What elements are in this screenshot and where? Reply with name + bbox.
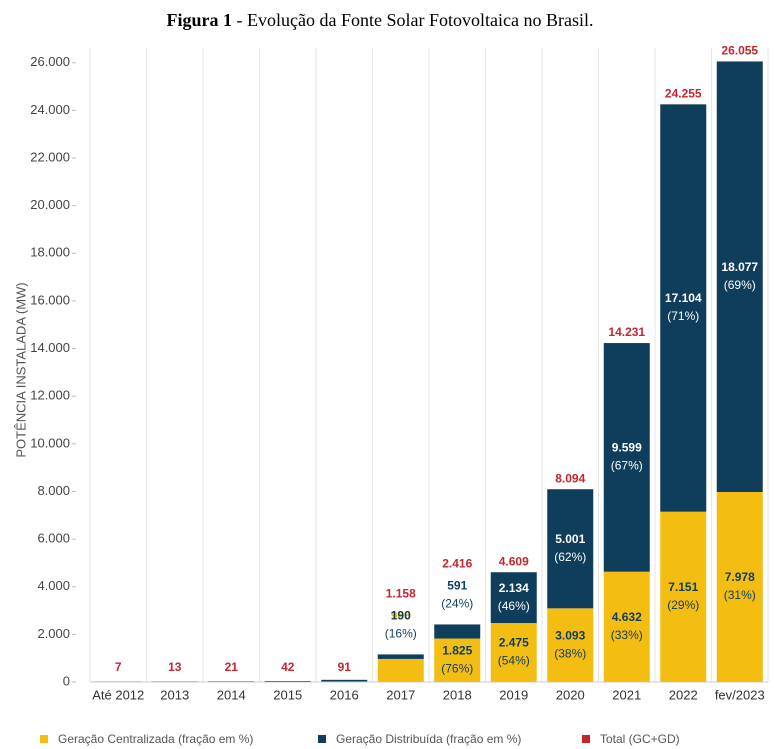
total-label: 91 (338, 660, 352, 674)
legend-swatch (318, 735, 326, 743)
y-tick-label: 6.000 (37, 531, 70, 546)
segment-label: 2.475 (499, 636, 529, 650)
segment-label: 4.632 (612, 610, 642, 624)
x-tick-label: 2015 (273, 687, 302, 702)
total-label: 4.609 (499, 554, 529, 568)
bar-segment (603, 571, 650, 682)
total-label: 1.158 (386, 587, 416, 601)
y-tick-label: 22.000 (30, 149, 70, 164)
percent-label: (31%) (724, 588, 756, 602)
y-tick-label: 16.000 (30, 292, 70, 307)
chart-title: Figura 1 - Evolução da Fonte Solar Fotov… (167, 10, 594, 30)
segment-label: 7.978 (725, 570, 755, 584)
segment-label: 9.599 (612, 441, 642, 455)
legend-label: Geração Distribuída (fração em %) (336, 732, 521, 746)
total-label: 24.255 (665, 86, 702, 100)
percent-label: (76%) (441, 661, 473, 675)
legend-swatch (40, 735, 48, 743)
segment-label: 5.001 (555, 532, 585, 546)
y-tick-label: 26.000 (30, 54, 70, 69)
x-tick-label: 2018 (443, 687, 472, 702)
percent-label: (29%) (667, 598, 699, 612)
x-tick-label: fev/2023 (715, 687, 765, 702)
segment-label: 18.077 (721, 260, 758, 274)
segment-label: 2.134 (499, 581, 529, 595)
x-tick-label: 2016 (330, 687, 359, 702)
x-tick-label: 2013 (160, 687, 189, 702)
y-tick-label: 12.000 (30, 388, 70, 403)
bar-segment (321, 681, 368, 682)
total-label: 21 (225, 660, 239, 674)
x-tick-label: 2019 (499, 687, 528, 702)
percent-label: (71%) (667, 309, 699, 323)
bar-segment (660, 511, 707, 682)
legend-label: Geração Centralizada (fração em %) (58, 732, 253, 746)
total-label: 14.231 (608, 325, 645, 339)
bar-segment (716, 491, 763, 682)
total-label: 26.055 (721, 44, 758, 58)
percent-label: (38%) (554, 646, 586, 660)
segment-label: 190 (391, 609, 411, 623)
y-tick-label: 24.000 (30, 102, 70, 117)
segment-label: 591 (447, 579, 467, 593)
bar-segment (547, 489, 594, 609)
x-tick-label: Até 2012 (92, 687, 144, 702)
y-axis-label: POTÊNCIA INSTALADA (MW) (13, 282, 28, 457)
legend-swatch (582, 735, 590, 743)
title-text: - Evolução da Fonte Solar Fotovoltaica n… (237, 10, 594, 30)
percent-label: (54%) (498, 654, 530, 668)
total-label: 42 (281, 660, 295, 674)
y-tick-label: 0 (63, 673, 70, 688)
x-tick-label: 2017 (386, 687, 415, 702)
y-tick-label: 14.000 (30, 340, 70, 355)
total-label: 13 (168, 660, 182, 674)
x-tick-label: 2022 (669, 687, 698, 702)
total-label: 7 (115, 660, 122, 674)
percent-label: (46%) (498, 599, 530, 613)
segment-label: 3.093 (555, 628, 585, 642)
bar-segment (660, 104, 707, 512)
title-label: Figura 1 (167, 10, 233, 30)
segment-label: 17.104 (665, 291, 702, 305)
percent-label: (67%) (611, 459, 643, 473)
total-label: 8.094 (555, 471, 585, 485)
percent-label: (62%) (554, 550, 586, 564)
segment-label: 7.151 (668, 580, 698, 594)
x-tick-label: 2014 (217, 687, 246, 702)
x-tick-label: 2021 (612, 687, 641, 702)
percent-label: (16%) (385, 627, 417, 641)
bar-segment (490, 623, 537, 682)
bar-segment (434, 638, 481, 682)
y-tick-label: 8.000 (37, 483, 70, 498)
bar-segment (377, 658, 424, 682)
bar-segment (377, 654, 424, 659)
y-tick-label: 20.000 (30, 197, 70, 212)
percent-label: (33%) (611, 628, 643, 642)
y-tick-label: 2.000 (37, 626, 70, 641)
y-tick-label: 10.000 (30, 435, 70, 450)
y-tick-label: 4.000 (37, 578, 70, 593)
bar-segment (547, 608, 594, 682)
bar-segment (264, 680, 311, 682)
bar-segment (434, 624, 481, 639)
legend-label: Total (GC+GD) (600, 732, 680, 746)
bar-segment (603, 343, 650, 572)
segment-label: 968 (391, 609, 411, 623)
bar-segment (490, 572, 537, 624)
percent-label: (24%) (441, 597, 473, 611)
bar-segment (716, 61, 763, 492)
bar-segment (321, 679, 368, 682)
total-label: 2.416 (442, 557, 472, 571)
x-tick-label: 2020 (556, 687, 585, 702)
segment-label: 1.825 (442, 643, 472, 657)
y-tick-label: 18.000 (30, 245, 70, 260)
percent-label: (69%) (724, 278, 756, 292)
